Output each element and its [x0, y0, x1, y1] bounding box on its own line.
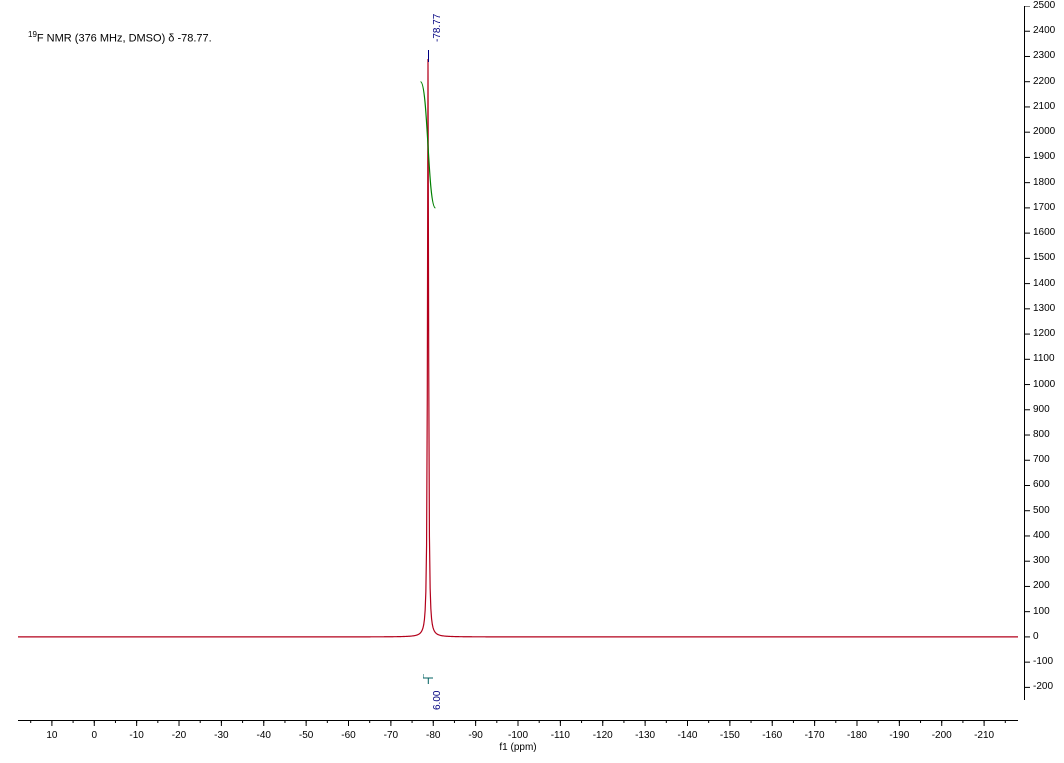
x-tick-label: -130 [635, 730, 655, 741]
y-tick-label: 100 [1033, 606, 1050, 617]
x-tick-label: -150 [720, 730, 740, 741]
x-tick-label: -10 [129, 730, 143, 741]
y-tick-label: 2100 [1033, 101, 1055, 112]
peak-tick [428, 50, 429, 62]
y-tick-label: 1000 [1033, 379, 1055, 390]
y-tick-label: 600 [1033, 479, 1050, 490]
y-tick-label: 1400 [1033, 278, 1055, 289]
y-tick-label: -100 [1033, 656, 1053, 667]
peak-label: -78.77 [432, 14, 443, 42]
y-tick-label: 1900 [1033, 151, 1055, 162]
y-tick-label: 700 [1033, 454, 1050, 465]
x-tick-label: -20 [172, 730, 186, 741]
y-tick-label: 1700 [1033, 202, 1055, 213]
x-axis-label: f1 (ppm) [499, 742, 536, 753]
y-tick-label: 800 [1033, 429, 1050, 440]
x-tick-label: -160 [762, 730, 782, 741]
x-tick-label: -190 [889, 730, 909, 741]
y-tick-label: 0 [1033, 631, 1039, 642]
x-tick-label: -110 [551, 730, 570, 741]
x-tick-label: -120 [593, 730, 613, 741]
y-tick-label: 2400 [1033, 25, 1055, 36]
x-tick-label: 10 [46, 730, 57, 741]
y-tick-label: 1800 [1033, 177, 1055, 188]
x-tick-label: -30 [214, 730, 228, 741]
y-tick-label: 1200 [1033, 328, 1055, 339]
x-tick-label: -80 [426, 730, 440, 741]
y-tick-label: 2200 [1033, 76, 1055, 87]
x-tick-label: -140 [677, 730, 697, 741]
y-tick-label: 400 [1033, 530, 1050, 541]
spectrum-plot [18, 6, 1018, 700]
y-tick-label: 2000 [1033, 126, 1055, 137]
x-tick-label: -200 [932, 730, 952, 741]
y-tick-label: 1600 [1033, 227, 1055, 238]
x-tick-label: -70 [384, 730, 398, 741]
x-tick-label: -180 [847, 730, 867, 741]
y-tick-label: 1500 [1033, 252, 1055, 263]
y-tick-label: 900 [1033, 404, 1050, 415]
integral-bracket [423, 674, 434, 688]
x-tick-label: -210 [974, 730, 994, 741]
y-tick-label: 1300 [1033, 303, 1055, 314]
y-tick-label: 500 [1033, 505, 1050, 516]
x-tick-label: -40 [257, 730, 271, 741]
integral-label: 6.00 [432, 691, 443, 710]
nmr-spectrum-page: { "title_html": "<sup>19</sup>F NMR (376… [0, 0, 1064, 763]
x-tick-label: -100 [508, 730, 528, 741]
x-tick-label: 0 [91, 730, 97, 741]
x-tick-label: -90 [468, 730, 482, 741]
y-tick-label: 1100 [1033, 353, 1055, 364]
x-tick-label: -50 [299, 730, 313, 741]
spectrum-svg [18, 6, 1018, 700]
y-tick-label: 2300 [1033, 50, 1055, 61]
y-tick-label: 2500 [1033, 0, 1055, 11]
x-tick-label: -60 [341, 730, 355, 741]
y-tick-label: -200 [1033, 681, 1053, 692]
x-tick-label: -170 [805, 730, 825, 741]
y-tick-label: 300 [1033, 555, 1050, 566]
y-tick-label: 200 [1033, 580, 1050, 591]
